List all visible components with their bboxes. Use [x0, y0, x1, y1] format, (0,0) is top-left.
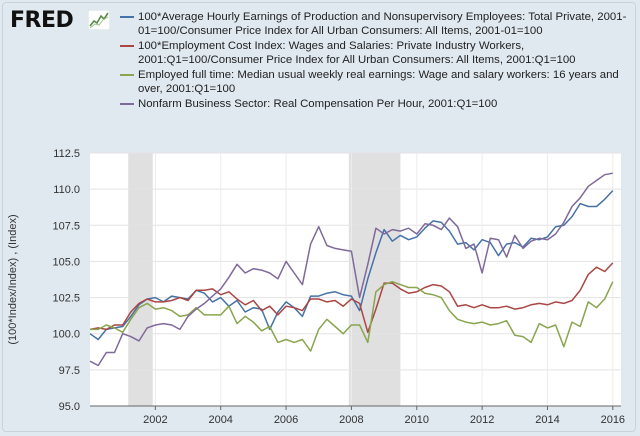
x-tick-label: 2008	[339, 414, 363, 426]
legend-swatch	[120, 45, 134, 47]
legend-label: Employed full time: Median usual weekly …	[138, 69, 619, 95]
fred-logo[interactable]: FRED	[10, 8, 74, 33]
series-line-3	[90, 280, 614, 352]
legend-swatch	[120, 103, 134, 105]
x-tick-label: 2004	[208, 414, 232, 426]
recession-band	[348, 153, 401, 406]
legend-label: 100*Employment Cost Index: Wages and Sal…	[138, 40, 576, 66]
legend-item-employment-cost-index[interactable]: 100*Employment Cost Index: Wages and Sal…	[120, 39, 635, 67]
x-tick-label: 2006	[274, 414, 298, 426]
y-axis-label: (100*Index/Index) , (Index)	[7, 214, 19, 344]
recession-shading	[128, 153, 401, 406]
recession-band	[128, 153, 153, 406]
trend-line-icon	[88, 10, 110, 30]
x-tick-label: 2010	[405, 414, 429, 426]
legend-label: Nonfarm Business Sector: Real Compensati…	[138, 98, 498, 110]
y-tick-label: 102.5	[52, 293, 80, 305]
x-tick-label: 2002	[143, 414, 167, 426]
x-tick-label: 2014	[535, 414, 559, 426]
x-tick-label: 2016	[601, 414, 625, 426]
series-line-1	[89, 190, 614, 341]
y-tick-label: 105.0	[52, 256, 80, 268]
y-tick-label: 97.5	[59, 365, 80, 377]
series-line-4	[89, 172, 613, 367]
series-lines	[89, 172, 614, 367]
x-tick-label: 2012	[470, 414, 494, 426]
legend-item-median-weekly-earnings[interactable]: Employed full time: Median usual weekly …	[120, 68, 635, 96]
y-tick-label: 112.5	[53, 148, 80, 160]
legend-item-real-compensation[interactable]: Nonfarm Business Sector: Real Compensati…	[120, 97, 635, 111]
axes: 95.0 97.5 100.0 102.5 105.0 107.5 110.0 112.5 20…	[52, 148, 625, 426]
legend-swatch	[120, 16, 134, 18]
legend-swatch	[120, 74, 134, 76]
y-tick-label: 100.0	[52, 329, 80, 341]
series-line-2	[89, 262, 614, 334]
legend-label: 100*Average Hourly Earnings of Productio…	[138, 11, 627, 37]
y-tick-label: 110.0	[53, 184, 80, 196]
y-tick-label: 95.0	[59, 401, 80, 413]
legend-item-avg-hourly-earnings[interactable]: 100*Average Hourly Earnings of Productio…	[120, 10, 635, 38]
y-tick-label: 107.5	[52, 220, 80, 232]
legend: 100*Average Hourly Earnings of Productio…	[120, 10, 635, 112]
